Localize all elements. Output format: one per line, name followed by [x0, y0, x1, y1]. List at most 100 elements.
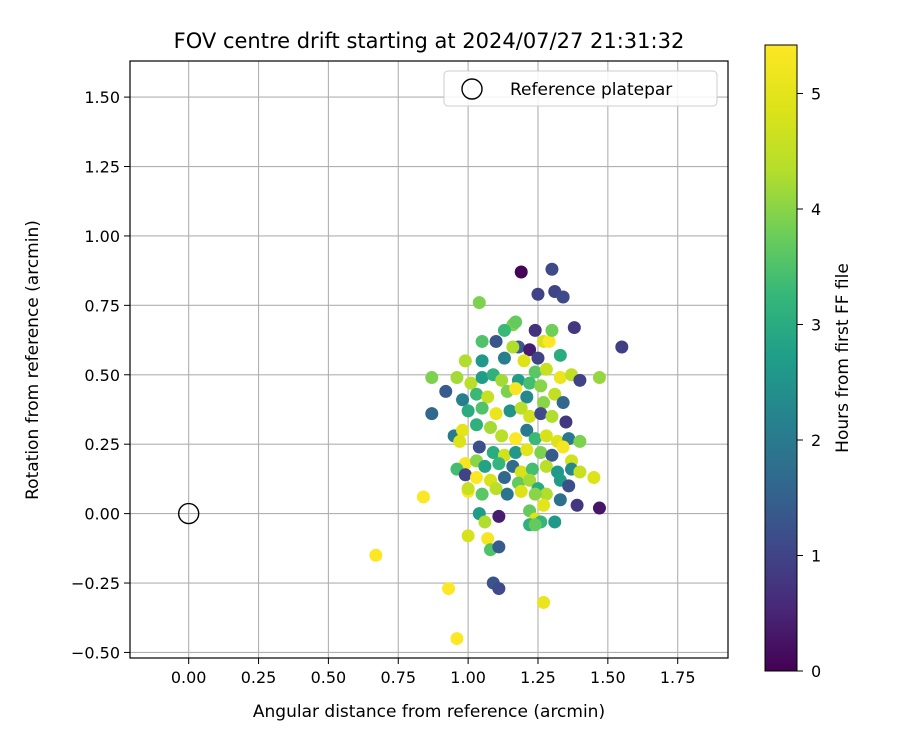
data-point — [486, 446, 500, 460]
data-point — [592, 371, 606, 385]
data-point — [570, 498, 584, 512]
data-point — [458, 468, 472, 482]
legend-label-reference: Reference platepar — [510, 80, 672, 100]
data-point — [506, 340, 520, 354]
data-point — [553, 493, 567, 507]
plot-area-frame — [129, 60, 729, 659]
data-point — [475, 487, 489, 501]
data-point — [556, 396, 570, 410]
data-point — [523, 473, 537, 487]
data-point — [470, 387, 484, 401]
data-point — [470, 471, 484, 485]
data-point — [525, 462, 539, 476]
data-point — [470, 418, 484, 432]
data-point — [500, 487, 514, 501]
data-point — [545, 323, 559, 337]
legend-box — [443, 70, 718, 107]
data-point — [509, 315, 523, 329]
y-axis-ticks: −0.50 −0.25 0.00 0.25 0.50 0.75 1.00 1.25 1.50 — [71, 88, 130, 662]
x-axis-ticks: 0.00 0.25 0.50 0.75 1.00 1.25 1.50 1.75 — [171, 658, 696, 687]
colorbar-tick-label: 5 — [811, 85, 821, 104]
data-point — [553, 348, 567, 362]
data-points — [369, 262, 629, 646]
data-point — [492, 540, 506, 554]
colorbar-tick-label: 3 — [811, 316, 821, 335]
data-point — [545, 262, 559, 276]
data-point — [556, 440, 570, 454]
data-point — [514, 484, 528, 498]
data-point — [478, 459, 492, 473]
data-point — [514, 465, 528, 479]
colorbar-tick-label: 0 — [811, 662, 821, 681]
data-point — [548, 387, 562, 401]
data-point — [416, 490, 430, 504]
data-point — [523, 409, 537, 423]
colorbar-gradient — [764, 44, 798, 672]
data-point — [537, 498, 551, 512]
data-point — [503, 404, 517, 418]
data-point — [489, 407, 503, 421]
data-point — [481, 532, 495, 546]
data-point — [539, 459, 553, 473]
data-point — [542, 334, 556, 348]
data-point — [556, 290, 570, 304]
data-point — [539, 487, 553, 501]
data-point — [545, 409, 559, 423]
data-point — [537, 396, 551, 410]
data-point — [472, 296, 486, 310]
data-point — [492, 509, 506, 523]
data-point — [483, 421, 497, 435]
data-point — [520, 423, 534, 437]
y-tick-label: 1.00 — [84, 227, 120, 246]
data-point — [573, 373, 587, 387]
colorbar: 0 1 2 3 4 5 Hours from first FF file — [764, 44, 853, 681]
legend: Reference platepar — [443, 70, 718, 107]
reference-platepar-marker — [177, 502, 200, 525]
y-tick-label: 0.25 — [84, 435, 120, 454]
data-point — [528, 487, 542, 501]
data-point — [439, 384, 453, 398]
y-tick-label: 0.75 — [84, 296, 120, 315]
data-point — [509, 382, 523, 396]
data-point — [489, 334, 503, 348]
data-point — [489, 482, 503, 496]
data-point — [475, 371, 489, 385]
data-point — [472, 440, 486, 454]
data-point — [528, 432, 542, 446]
data-point — [537, 595, 551, 609]
data-point — [475, 354, 489, 368]
data-point — [523, 343, 537, 357]
data-point — [492, 582, 506, 596]
x-tick-label: 1.25 — [520, 668, 556, 687]
data-point — [497, 323, 511, 337]
data-point — [495, 429, 509, 443]
data-point — [562, 479, 576, 493]
x-tick-label: 0.75 — [380, 668, 416, 687]
data-point — [615, 340, 629, 354]
data-point — [592, 501, 606, 515]
grid — [130, 61, 728, 658]
x-tick-label: 1.75 — [660, 668, 696, 687]
y-tick-label: −0.50 — [71, 643, 120, 662]
y-tick-label: 1.25 — [84, 158, 120, 177]
data-point — [450, 632, 464, 646]
data-point — [509, 446, 523, 460]
colorbar-ticks: 0 1 2 3 4 5 — [797, 85, 821, 681]
data-point — [534, 446, 548, 460]
y-tick-label: −0.25 — [71, 574, 120, 593]
colorbar-tick-label: 1 — [811, 547, 821, 566]
x-axis-label: Angular distance from reference (arcmin) — [253, 702, 605, 722]
data-point — [528, 518, 542, 532]
data-point — [548, 515, 562, 529]
colorbar-tick-label: 2 — [811, 431, 821, 450]
data-point — [450, 371, 464, 385]
data-point — [456, 423, 470, 437]
data-point — [453, 434, 467, 448]
data-point — [514, 401, 528, 415]
data-point — [539, 362, 553, 376]
data-point — [539, 429, 553, 443]
y-tick-label: 1.50 — [84, 88, 120, 107]
data-point — [559, 415, 573, 429]
data-point — [369, 548, 383, 562]
